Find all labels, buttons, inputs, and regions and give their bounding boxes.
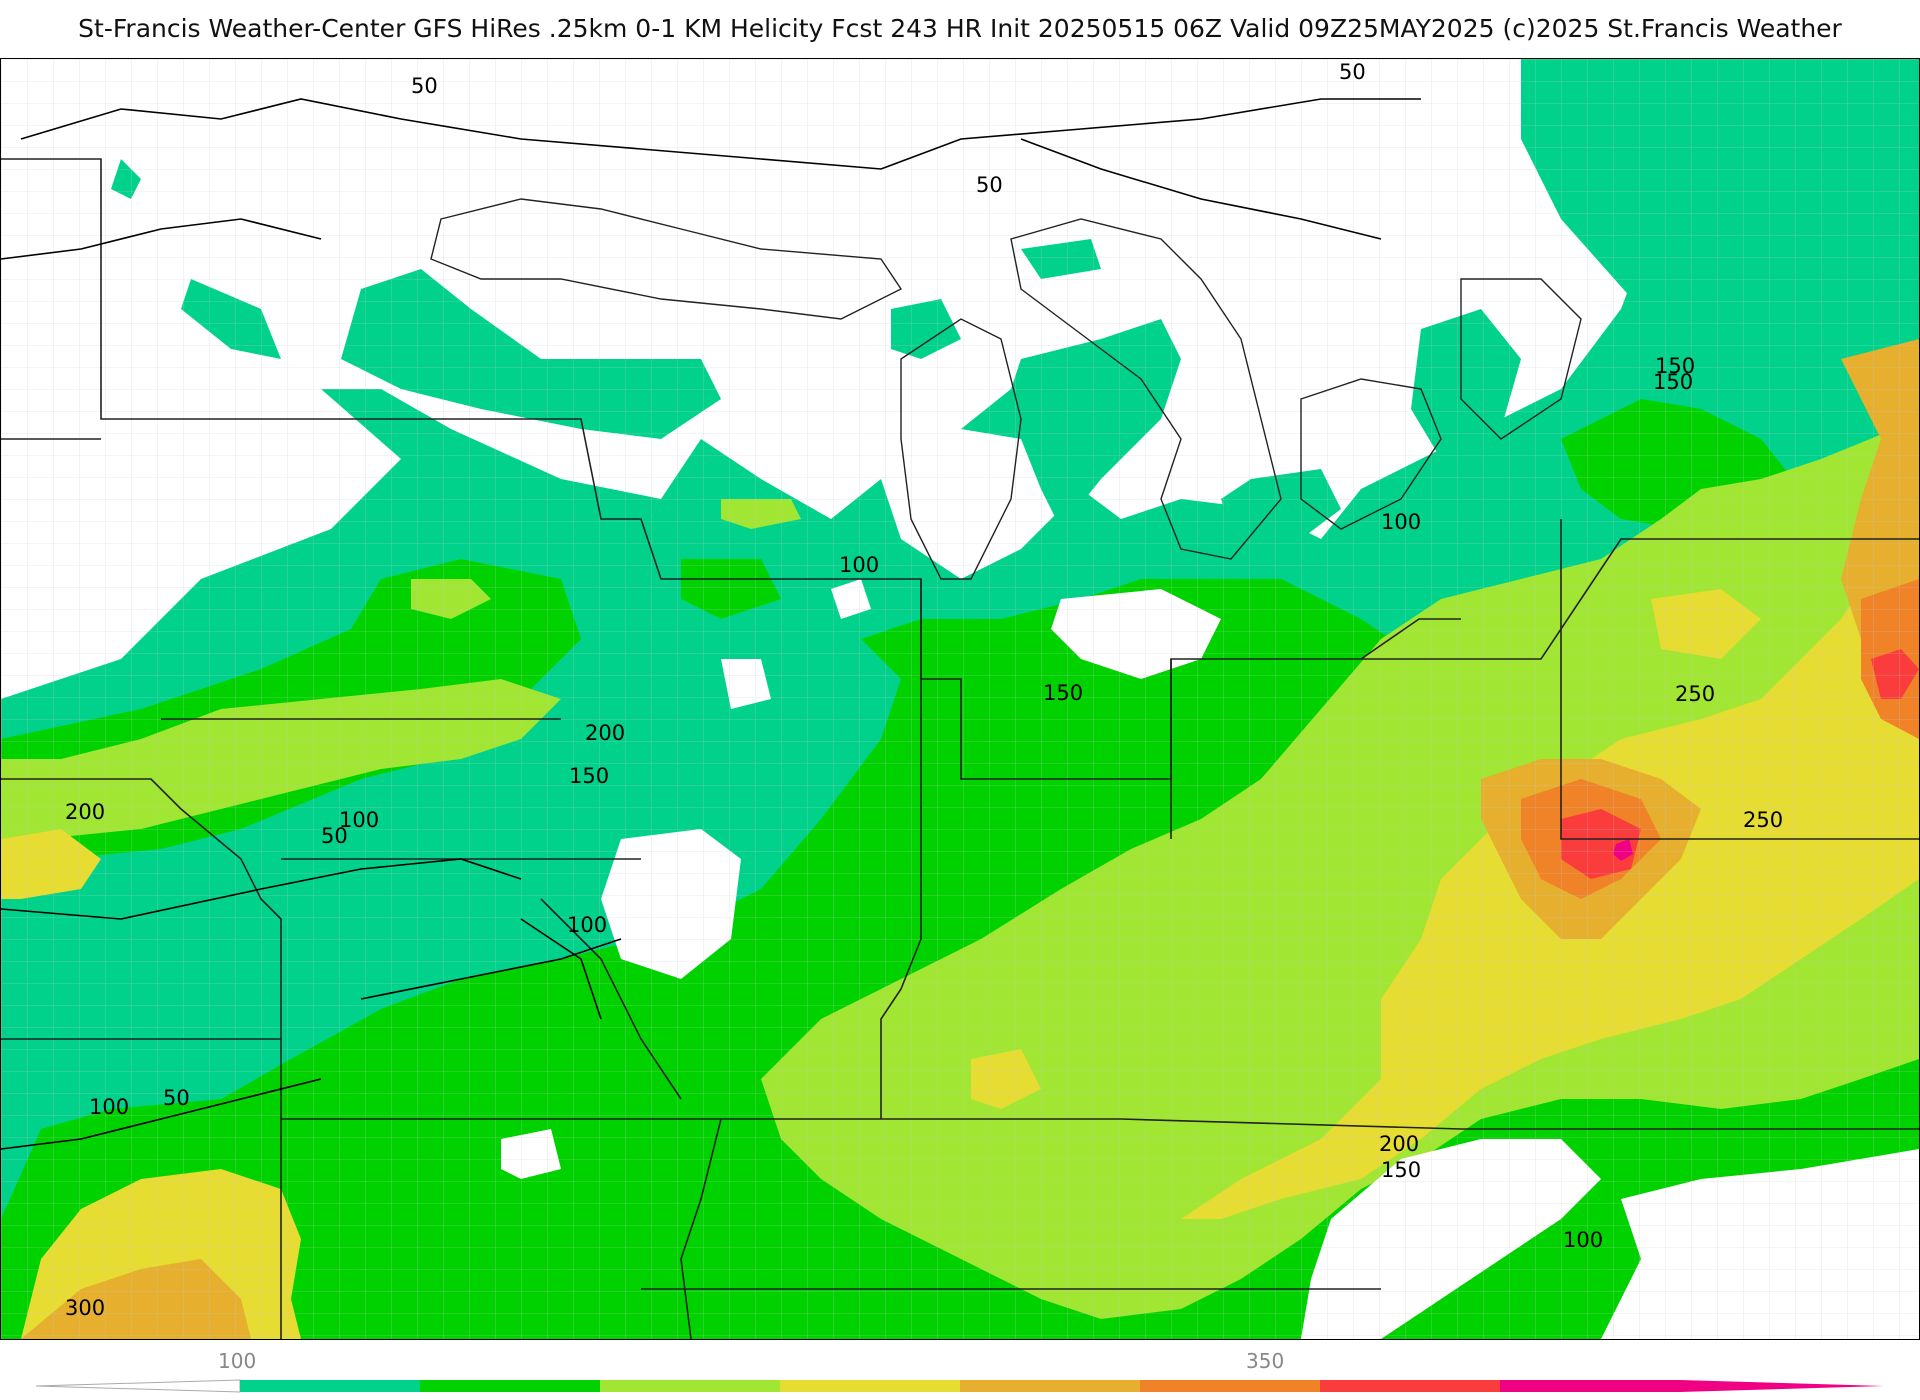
contour-label: 200 (1379, 1132, 1419, 1156)
contour-label: 100 (1381, 510, 1421, 534)
contour-label: 150 (1043, 681, 1083, 705)
map-title: St-Francis Weather-Center GFS HiRes .25k… (78, 14, 1842, 43)
legend-tick-label: 350 (1246, 1349, 1284, 1373)
contour-label: 150 (1381, 1158, 1421, 1182)
state-borders (1, 158, 1919, 1339)
legend-swatches (240, 1380, 1681, 1392)
legend-swatch (780, 1380, 961, 1392)
contour-label: 50 (321, 824, 348, 848)
contour-label: 100 (89, 1095, 129, 1119)
contour-label: 150 (569, 764, 609, 788)
contour-label: 50 (1339, 60, 1366, 84)
legend-swatch (1500, 1380, 1681, 1392)
legend-tick-label: 100 (218, 1349, 256, 1373)
contour-label: 50 (976, 173, 1003, 197)
color-legend: 100 350 (35, 1349, 1884, 1393)
legend-right-arrow (1680, 1380, 1884, 1392)
contour-lines (1, 98, 1421, 1150)
contour-label: 50 (163, 1086, 190, 1110)
coastlines (430, 198, 1582, 580)
contour-label: 200 (585, 721, 625, 745)
contour-label: 150 (1655, 354, 1695, 378)
legend-swatch (600, 1380, 781, 1392)
contour-labels: 50 50 50 100 150 200 150 100 50 200 100 … (65, 60, 1783, 1320)
contour-label: 50 (411, 74, 438, 98)
contour-label: 250 (1743, 808, 1783, 832)
legend-swatch (1320, 1380, 1501, 1392)
contour-label: 150 (1653, 370, 1693, 394)
legend-swatch (960, 1380, 1141, 1392)
legend-swatch (420, 1380, 601, 1392)
county-grid (1, 59, 1919, 1339)
contour-label: 100 (339, 808, 379, 832)
legend-swatch (1140, 1380, 1321, 1392)
helicity-map: 50 50 50 100 150 200 150 100 50 200 100 … (0, 58, 1920, 1340)
legend-left-arrow (35, 1379, 241, 1393)
contour-label: 100 (839, 553, 879, 577)
contour-label: 200 (65, 800, 105, 824)
contour-label: 100 (1563, 1228, 1603, 1252)
legend-swatch (240, 1380, 421, 1392)
contour-label: 300 (65, 1296, 105, 1320)
contour-label: 250 (1675, 682, 1715, 706)
contour-label: 100 (567, 913, 607, 937)
